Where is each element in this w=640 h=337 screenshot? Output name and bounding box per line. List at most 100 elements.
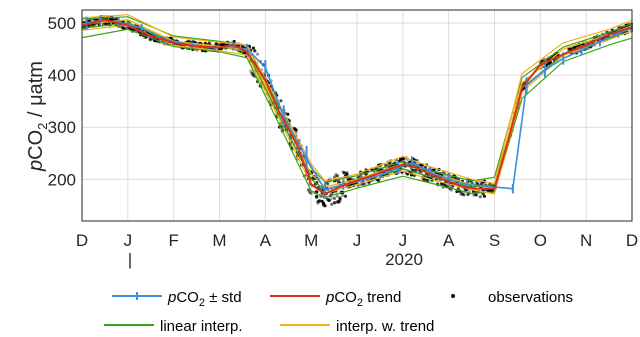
legend-label-interp-trend: interp. w. trend [336, 318, 434, 335]
observation-point [335, 194, 339, 198]
x-tick-label-9: S [489, 231, 500, 250]
observation-point [345, 172, 349, 176]
legend-label-obs: observations [488, 289, 573, 306]
y-axis-label-var: p [25, 160, 47, 172]
legend-label-linear: linear interp. [160, 318, 243, 335]
legend-label-trend-var: p [325, 289, 334, 306]
y-axis-label-sub: 2 [35, 123, 50, 130]
observation-point [251, 46, 256, 50]
observation-point [323, 204, 327, 208]
y-tick-label-3: 500 [48, 14, 76, 33]
legend-label-std-var: p [167, 289, 176, 306]
observation-point [232, 39, 236, 44]
observation-point [328, 198, 333, 202]
observation-point [335, 174, 339, 178]
legend: pCO2 ± std pCO2 trend observations linea… [104, 289, 573, 335]
observation-point [253, 49, 257, 53]
series-linear-upper [81, 16, 633, 183]
observation-point [306, 188, 311, 192]
observation-point [471, 193, 476, 197]
x-tick-label-10: O [534, 231, 547, 250]
observation-point [401, 157, 405, 161]
legend-label-trend: pCO2 trend [325, 289, 401, 309]
x-tick-label-2: F [168, 231, 178, 250]
x-tick-label-7: J [399, 231, 408, 250]
observation-point [309, 191, 313, 195]
observation-point [122, 26, 126, 30]
legend-label-trend-sub: 2 [357, 297, 363, 309]
observation-point [482, 194, 487, 198]
observation-point [398, 157, 403, 162]
x-tick-label-6: J [353, 231, 362, 250]
legend-label-std-base: CO [176, 289, 199, 306]
legend-item-linear: linear interp. [104, 318, 243, 335]
year-marker: | [128, 250, 132, 269]
year-label: 2020 [385, 250, 423, 269]
observation-point [332, 201, 337, 205]
legend-label-trend-suffix: trend [363, 289, 401, 306]
y-tick-labels: 200 300 400 500 [48, 14, 76, 189]
y-axis-label-unit: / μatm [25, 61, 47, 123]
legend-item-std: pCO2 ± std [112, 289, 242, 309]
observation-point [338, 199, 342, 203]
observation-point [343, 194, 348, 198]
observation-point [341, 193, 345, 198]
observation-point [337, 200, 341, 204]
x-tick-label-3: M [212, 231, 226, 250]
legend-label-std-suffix: ± std [205, 289, 242, 306]
observation-point [286, 112, 290, 116]
observation-point [330, 202, 334, 206]
legend-label-trend-base: CO [334, 289, 357, 306]
y-axis-label: pCO2 / μatm [25, 61, 50, 172]
y-tick-label-2: 400 [48, 66, 76, 85]
observation-point [334, 190, 338, 194]
x-tick-label-1: J [124, 231, 133, 250]
observation-point [317, 199, 322, 203]
legend-label-std-sub: 2 [199, 297, 205, 309]
observation-point [345, 171, 349, 175]
legend-item-trend: pCO2 trend [270, 289, 401, 309]
y-axis-label-base: CO [25, 130, 47, 160]
observation-point [332, 196, 337, 200]
observation-point [462, 193, 466, 197]
observation-point [342, 171, 346, 175]
plot-frame [81, 9, 633, 222]
observation-point [294, 128, 298, 132]
observation-point [467, 189, 471, 193]
x-tick-label-0: D [76, 231, 88, 250]
x-tick-label-4: A [260, 231, 272, 250]
x-tick-label-5: M [304, 231, 318, 250]
observation-point [207, 41, 212, 45]
observation-point [279, 99, 283, 103]
x-tick-label-11: N [580, 231, 592, 250]
observation-point [332, 175, 337, 179]
observation-point [474, 193, 478, 197]
observation-point [315, 194, 319, 198]
series-layer [81, 14, 633, 199]
legend-item-obs: observations [451, 289, 573, 306]
series-interp_trend-upper [81, 14, 633, 185]
x-tick-label-8: A [443, 231, 455, 250]
legend-label-std: pCO2 ± std [167, 289, 242, 309]
observation-point [255, 52, 260, 56]
y-tick-label-1: 300 [48, 118, 76, 137]
observation-point [449, 188, 454, 192]
observation-point [422, 177, 426, 182]
series-interp_trend-lower [81, 24, 633, 195]
observation-point [308, 190, 312, 194]
observation-point [316, 201, 320, 205]
observation-point [466, 192, 470, 197]
observation-point [425, 178, 429, 182]
legend-swatch-obs [451, 294, 455, 298]
y-tick-label-0: 200 [48, 170, 76, 189]
observation-point [455, 189, 459, 194]
series-std-line [86, 19, 633, 191]
observation-point [338, 197, 342, 201]
observation-point [414, 168, 418, 173]
observation-point [326, 181, 330, 186]
legend-item-interp-trend: interp. w. trend [280, 318, 434, 335]
x-tick-label-12: D [626, 231, 638, 250]
observation-point [327, 198, 331, 203]
